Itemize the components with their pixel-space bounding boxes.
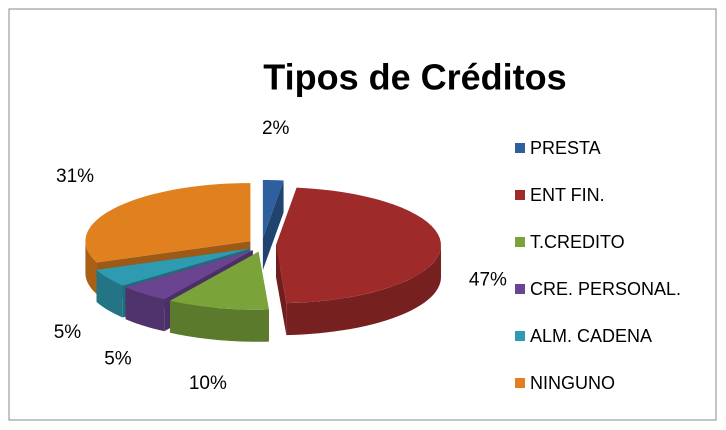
legend-swatch	[515, 143, 525, 153]
slice	[85, 183, 251, 263]
slice	[170, 251, 269, 310]
data-label: 2%	[262, 118, 290, 139]
data-label: 31%	[56, 166, 94, 187]
legend-swatch	[515, 378, 525, 388]
legend-swatch	[515, 331, 525, 341]
slice	[96, 248, 250, 286]
data-label: 47%	[469, 269, 507, 290]
data-label: 5%	[54, 322, 82, 343]
legend-swatch	[515, 284, 525, 294]
slice	[275, 187, 441, 304]
slice-side	[170, 300, 269, 342]
legend-swatch	[515, 190, 525, 200]
legend-label: ALM. CADENA	[530, 326, 652, 346]
legend-label: PRESTA	[530, 138, 601, 158]
legend-label: T.CREDITO	[530, 232, 625, 252]
data-label: 10%	[189, 373, 227, 394]
slice-side	[125, 287, 165, 332]
slice-side	[85, 241, 98, 295]
slice-side	[286, 245, 441, 336]
slice	[262, 180, 284, 239]
slice-edge	[262, 180, 284, 271]
chart-title: Tipos de Créditos	[263, 57, 566, 98]
legend-label: CRE. PERSONAL.	[530, 279, 681, 299]
legend-label: NINGUNO	[530, 373, 615, 393]
legend-label: ENT FIN.	[530, 185, 605, 205]
slice-side	[96, 269, 123, 318]
slice	[125, 250, 253, 300]
legend-swatch	[515, 237, 525, 247]
slice-edge	[275, 245, 287, 336]
data-label: 5%	[104, 349, 132, 370]
